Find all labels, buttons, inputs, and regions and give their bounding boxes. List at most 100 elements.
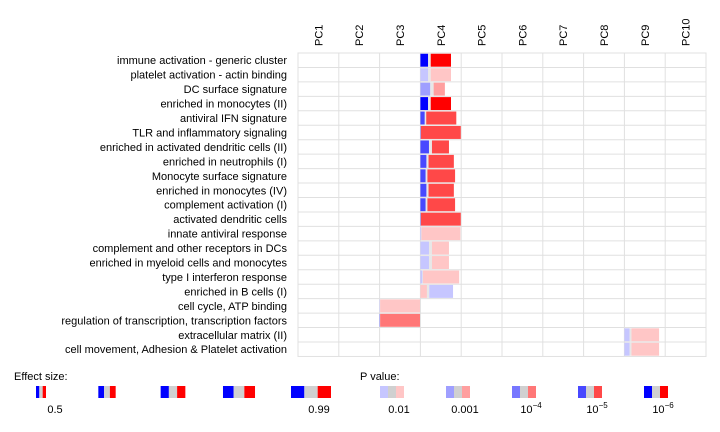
- cell-minor-segment: [420, 198, 426, 212]
- pvalue-key-label: 10−4: [520, 401, 542, 416]
- pvalue-key-neutral: [586, 386, 594, 398]
- cell-neutral-segment: [426, 183, 429, 197]
- cell-minor-segment: [420, 241, 429, 255]
- effect-key-neutral: [104, 386, 110, 398]
- row-label: complement activation (I): [164, 200, 287, 212]
- effect-key-red: [177, 386, 186, 398]
- pvalue-key-neutral: [454, 386, 462, 398]
- pvalue-key-blue: [512, 386, 520, 398]
- pvalue-key-label: 0.01: [388, 404, 409, 416]
- cell-neutral-segment: [424, 111, 427, 125]
- effect-key-blue: [36, 386, 40, 398]
- cell-minor-segment: [624, 328, 630, 342]
- row-label: enriched in myeloid cells and monocytes: [90, 258, 288, 270]
- row-label: enriched in monocytes (II): [160, 99, 287, 111]
- pvalue-key-label: 10−5: [586, 401, 608, 416]
- cell-neutral-segment: [425, 198, 428, 212]
- column-label-pc9: PC9: [640, 25, 652, 46]
- pvalue-key-exponent: −5: [599, 401, 609, 410]
- column-label-pc1: PC1: [313, 25, 325, 46]
- cell-major-segment: [423, 270, 460, 284]
- effect-key-red: [42, 386, 46, 398]
- cell-major-segment: [380, 313, 420, 327]
- cell-minor-segment: [420, 256, 429, 269]
- cell-major-segment: [380, 299, 420, 313]
- row-label: DC surface signature: [184, 84, 287, 96]
- cell-major-segment: [428, 154, 454, 168]
- cell-neutral-segment: [428, 241, 432, 255]
- pvalue-key-label: 0.001: [451, 404, 479, 416]
- pvalue-key-neutral: [520, 386, 528, 398]
- effect-key-neutral: [168, 386, 178, 398]
- cell-minor-segment: [420, 140, 429, 154]
- pvalue-keys: 0.01 0.001 10−4 10−5 10−6: [380, 386, 674, 416]
- row-label: complement and other receptors in DCs: [93, 243, 288, 255]
- row-label: regulation of transcription, transcripti…: [61, 315, 287, 327]
- column-label-pc10: PC10: [681, 18, 693, 46]
- row-label: innate antiviral response: [168, 229, 287, 241]
- cell-minor-segment: [420, 270, 423, 284]
- cell-neutral-segment: [428, 256, 432, 269]
- row-label: type I interferon response: [162, 272, 287, 284]
- cell-major-segment: [421, 227, 461, 241]
- cell-minor-segment: [420, 97, 429, 111]
- pvalue-key-base: 0.001: [451, 404, 479, 416]
- cell-neutral-segment: [426, 154, 429, 168]
- cell-minor-segment: [420, 284, 427, 298]
- effect-key-blue: [160, 386, 169, 398]
- row-label: enriched in B cells (I): [184, 286, 287, 298]
- effect-key-blue: [291, 386, 305, 398]
- column-labels: PC1 PC2 PC3 PC4 PC5 PC6 PC7 PC8 PC9 PC10: [313, 18, 692, 46]
- pvalue-key-blue: [380, 386, 388, 398]
- pvalue-key-blue: [644, 386, 652, 398]
- cell-minor-segment: [420, 53, 429, 67]
- effect-key-label: 0.99: [308, 404, 329, 416]
- cell-major-segment: [631, 342, 660, 356]
- cell-major-segment: [427, 198, 456, 212]
- cell-neutral-segment: [430, 82, 434, 96]
- cell-major-segment: [420, 212, 461, 226]
- cell-minor-segment: [420, 82, 431, 96]
- cell-major-segment: [426, 111, 457, 125]
- cell-minor-segment: [420, 111, 425, 125]
- cell-neutral-segment: [428, 53, 431, 67]
- cell-neutral-segment: [428, 140, 432, 154]
- pvalue-key-red: [594, 386, 602, 398]
- cell-minor-segment: [420, 169, 426, 183]
- effect-key-red: [244, 386, 256, 398]
- column-label-pc3: PC3: [395, 25, 407, 46]
- effect-key-blue: [222, 386, 234, 398]
- cell-neutral-segment: [422, 270, 424, 284]
- pvalue-key-red: [396, 386, 404, 398]
- cell-major-segment: [420, 126, 461, 139]
- effect-size-legend-title: Effect size:: [14, 371, 68, 383]
- pvalue-key-base: 0.01: [388, 404, 409, 416]
- cell-minor-segment: [420, 227, 422, 241]
- pvalue-legend-title: P value:: [360, 371, 400, 383]
- pvalue-key-red: [528, 386, 536, 398]
- pvalue-key-blue: [446, 386, 454, 398]
- effect-key-label: 0.5: [47, 404, 62, 416]
- row-label: Monocyte surface signature: [152, 171, 287, 183]
- row-label: cell movement, Adhesion & Platelet activ…: [65, 344, 287, 356]
- cell-neutral-segment: [629, 342, 632, 356]
- row-label: platelet activation - actin binding: [130, 70, 287, 82]
- pvalue-key-blue: [578, 386, 586, 398]
- effect-key-neutral: [304, 386, 318, 398]
- cell-major-segment: [427, 169, 456, 183]
- row-label: antiviral IFN signature: [180, 113, 287, 125]
- cell-neutral-segment: [426, 284, 430, 298]
- pvalue-key-red: [462, 386, 470, 398]
- effect-key-neutral: [233, 386, 245, 398]
- effect-key-red: [109, 386, 116, 398]
- cell-minor-segment: [420, 154, 427, 168]
- pvalue-key-red: [660, 386, 668, 398]
- cells: [379, 53, 660, 356]
- cell-major-segment: [431, 241, 449, 255]
- cell-major-segment: [428, 183, 454, 197]
- column-label-pc2: PC2: [354, 25, 366, 46]
- cell-minor-segment: [420, 68, 429, 82]
- row-label: enriched in neutrophils (I): [163, 156, 287, 168]
- effect-key-neutral: [39, 386, 43, 398]
- cell-major-segment: [631, 328, 660, 342]
